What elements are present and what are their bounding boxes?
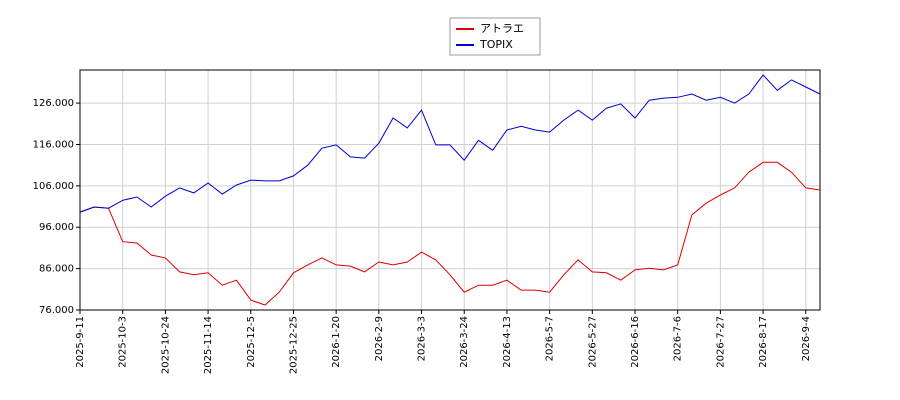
y-tick-label: 116.000 <box>33 139 74 150</box>
x-tick-label: 2026-2-9 <box>374 316 385 361</box>
legend-label: TOPIX <box>479 38 513 51</box>
x-tick-label: 2026-3-3 <box>417 316 428 361</box>
x-tick-label: 2025-11-14 <box>203 316 214 374</box>
x-tick-label: 2026-3-24 <box>459 316 470 368</box>
x-tick-label: 2025-10-24 <box>160 316 171 374</box>
x-tick-label: 2026-6-16 <box>630 316 641 368</box>
y-tick-label: 76.000 <box>39 305 74 316</box>
y-tick-label: 86.000 <box>39 264 74 275</box>
series-line <box>79 74 821 213</box>
y-tick-label: 96.000 <box>39 222 74 233</box>
legend: アトラエ TOPIX <box>449 17 541 56</box>
legend-box <box>449 17 541 56</box>
x-tick-label: 2026-1-20 <box>331 316 342 368</box>
x-tick-label: 2026-8-17 <box>758 316 769 368</box>
x-tick-label: 2026-9-4 <box>801 316 812 361</box>
x-tick-label: 2026-5-7 <box>545 316 556 361</box>
y-tick-label: 106.000 <box>33 181 74 192</box>
legend-label: アトラエ <box>480 22 524 35</box>
y-tick-label: 126.000 <box>33 98 74 109</box>
x-tick-label: 2025-12-5 <box>246 316 257 368</box>
x-tick-label: 2025-12-25 <box>288 316 299 374</box>
x-tick-label: 2026-7-27 <box>715 316 726 368</box>
x-tick-label: 2025-9-11 <box>75 316 86 368</box>
x-tick-label: 2026-5-27 <box>587 316 598 368</box>
x-tick-label: 2026-4-13 <box>502 316 513 368</box>
x-tick-label: 2026-7-6 <box>673 316 684 361</box>
series-line <box>79 161 821 306</box>
x-tick-label: 2025-10-3 <box>118 316 129 368</box>
